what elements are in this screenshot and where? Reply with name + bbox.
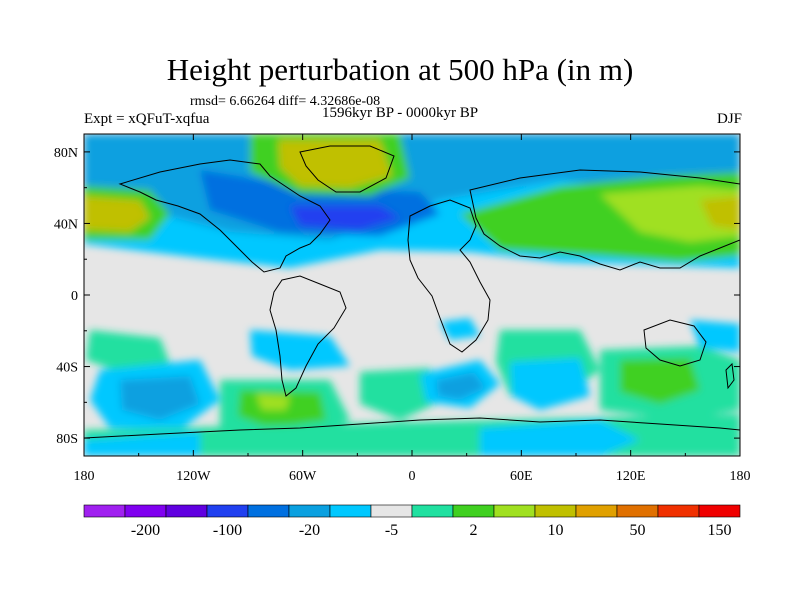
colorbar-swatch	[411, 504, 454, 518]
stats-label: rmsd= 6.66264 diff= 4.32686e-08	[190, 94, 381, 109]
coastline-australia	[643, 319, 707, 367]
field-south-atlantic-high-core2	[256, 394, 290, 410]
colorbar-swatch	[288, 504, 331, 518]
field-southern-low-center-core	[436, 372, 486, 400]
colorbar-swatch	[616, 504, 659, 518]
colorbar-label: 10	[548, 522, 564, 539]
field-greenland-high-core	[278, 140, 392, 188]
season-label: DJF	[716, 111, 742, 127]
lon-tick-label: 60W	[289, 469, 317, 484]
coastline-greenland	[299, 145, 395, 193]
period-label: 1596kyr BP - 0000kyr BP	[322, 105, 479, 121]
colorbar-label: -5	[385, 522, 398, 539]
lon-tick-label: 60E	[510, 469, 533, 484]
field-pacific-high-core	[84, 196, 150, 232]
colorbar-label: -100	[213, 522, 242, 539]
coastline-south-america	[269, 275, 347, 397]
latitude-axis: 80N 40N 0 40S 80S	[54, 146, 740, 447]
lon-tick-label: 180	[74, 469, 95, 484]
contour-field	[84, 134, 740, 456]
field-southern-high-far-east-core	[620, 358, 700, 404]
colorbar-label: 50	[630, 522, 646, 539]
longitude-axis: 180 120W 60W 0 60E 120E 180	[74, 134, 751, 484]
coastline-north-america	[118, 159, 331, 273]
colorbar-swatch	[493, 504, 536, 518]
colorbar-label: -20	[299, 522, 320, 539]
field-southern-low-east	[510, 358, 590, 410]
field-southern-low-west	[250, 330, 350, 370]
colorbar-swatch	[329, 504, 372, 518]
lat-tick-label: 40N	[54, 217, 78, 232]
lat-tick-label: 80S	[56, 432, 78, 447]
colorbar-swatch	[452, 504, 495, 518]
field-aus-low	[690, 320, 740, 352]
field-eurasia-high-core2	[700, 196, 740, 230]
field-antarctic-low-west	[84, 432, 200, 456]
colorbar-swatch	[83, 504, 126, 518]
colorbar-label: 2	[470, 522, 478, 539]
colorbar-swatch	[657, 504, 700, 518]
colorbar-swatch	[247, 504, 290, 518]
colorbar-swatch	[206, 504, 249, 518]
colorbar-label: 150	[708, 522, 732, 539]
field-tropical-small-low	[440, 318, 480, 340]
lat-tick-label: 80N	[54, 146, 78, 161]
coastline-asia	[469, 169, 740, 271]
coastline-new-zealand	[725, 362, 735, 390]
colorbar-swatch	[165, 504, 208, 518]
colorbar-swatch	[534, 504, 577, 518]
field-south-pacific-low-core	[120, 376, 200, 420]
field-south-pacific-high	[86, 330, 170, 372]
experiment-label: Expt = xQFuT-xqfua	[84, 111, 210, 127]
field-atlantic-low-core	[290, 206, 400, 230]
colorbar-swatch	[698, 504, 741, 518]
lon-tick-label: 120E	[616, 469, 646, 484]
coastlines	[84, 145, 740, 439]
colorbar-label: -200	[131, 522, 160, 539]
colorbar: -200 -100 -20 -5 2 10 50 150	[83, 504, 741, 539]
lon-tick-label: 0	[409, 469, 416, 484]
colorbar-swatch	[370, 504, 413, 518]
colorbar-swatch	[575, 504, 618, 518]
lon-tick-label: 180	[730, 469, 751, 484]
chart-title: Height perturbation at 500 hPa (in m)	[166, 52, 634, 87]
lat-tick-label: 0	[71, 289, 78, 304]
coastline-europe-africa	[407, 199, 491, 353]
lon-tick-label: 120W	[176, 469, 211, 484]
coastline-antarctica	[84, 417, 740, 439]
lat-tick-label: 40S	[56, 361, 78, 376]
field-antarctic-low-east	[480, 420, 640, 456]
colorbar-swatch	[124, 504, 167, 518]
field-southern-high-mid	[360, 368, 440, 420]
